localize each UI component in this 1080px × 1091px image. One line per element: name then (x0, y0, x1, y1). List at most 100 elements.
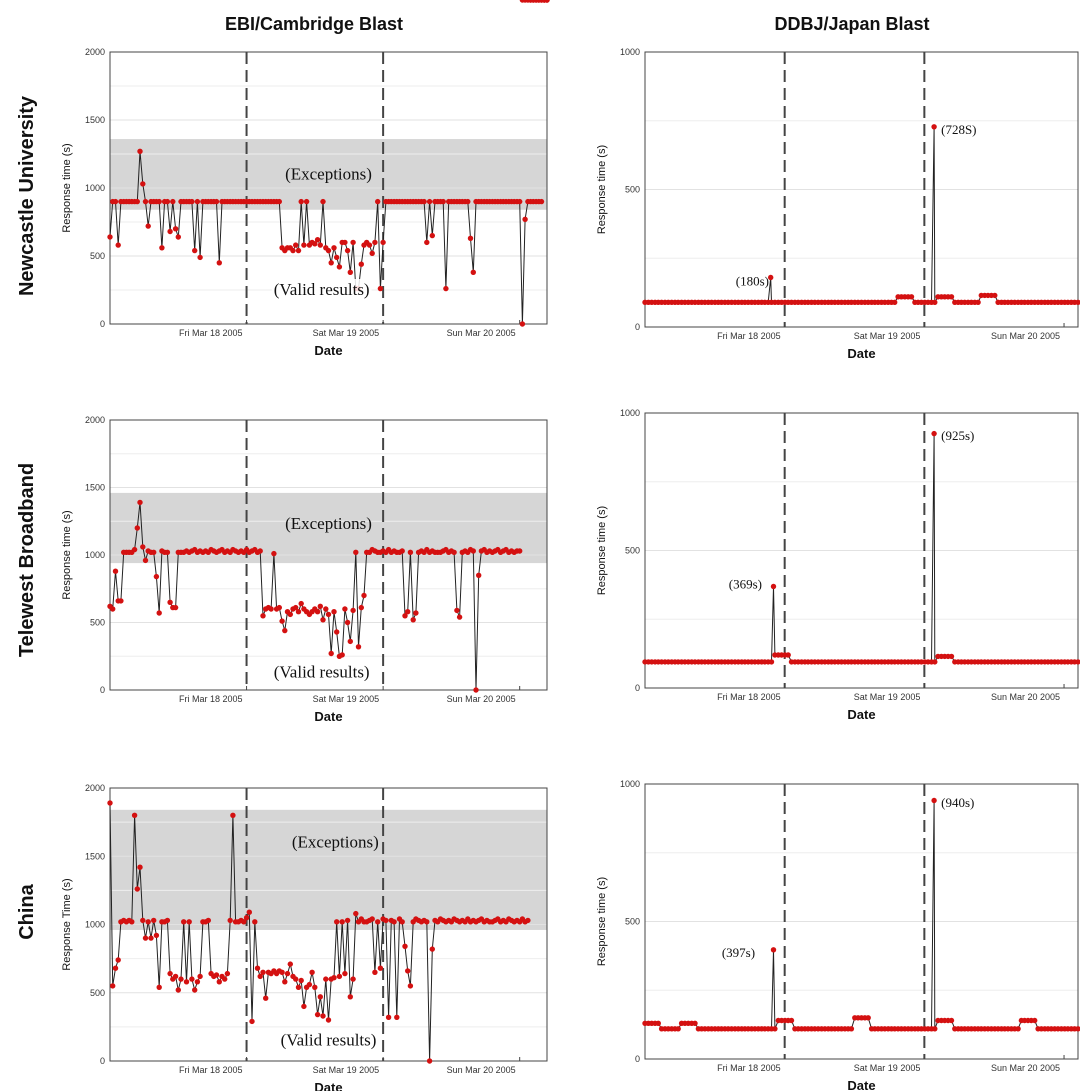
data-point (230, 812, 236, 818)
data-point (467, 235, 474, 241)
data-point (344, 619, 351, 626)
data-point (112, 568, 119, 574)
data-point (241, 919, 247, 925)
data-point (770, 583, 777, 590)
data-point (768, 659, 775, 665)
data-point (115, 957, 121, 963)
data-point (148, 935, 154, 941)
annotation-label: (Exceptions) (285, 514, 372, 533)
x-tick-label: Sat Mar 19 2005 (854, 1063, 921, 1073)
y-tick-label: 500 (90, 988, 105, 998)
data-point (1075, 659, 1080, 665)
data-point (1075, 1026, 1080, 1032)
data-point (931, 430, 937, 437)
data-point (350, 976, 356, 982)
data-point (145, 919, 151, 925)
y-axis-label: Response time (s) (596, 145, 608, 234)
data-point (263, 995, 269, 1001)
y-tick-label: 0 (635, 683, 640, 693)
y-tick-label: 0 (635, 322, 640, 332)
data-point (399, 919, 405, 925)
x-tick-label: Sat Mar 19 2005 (313, 694, 380, 704)
x-axis-label: Date (314, 709, 342, 724)
data-point (110, 983, 116, 989)
data-point (320, 198, 326, 205)
data-point (353, 910, 359, 917)
y-tick-label: 0 (100, 685, 105, 695)
data-point (323, 606, 329, 612)
data-point (175, 234, 181, 240)
data-point (298, 977, 304, 984)
annotation-bg (271, 279, 372, 300)
data-point (290, 247, 296, 254)
data-point (295, 984, 302, 990)
panel-ddbj-newcastle: 0 500 1000 Fri Mar 18 2005 Sat Mar 19 2005 Su… (596, 47, 1080, 361)
data-point (257, 973, 263, 980)
panel-ddbj-china: 0 500 1000 Fri Mar 18 2005 Sat Mar 19 2005 Su… (596, 779, 1080, 1091)
exceptions-band (110, 809, 547, 930)
annotation-label: (940s) (941, 795, 974, 810)
y-axis-label: Response time (s) (596, 877, 608, 966)
data-point (473, 687, 479, 693)
data-point (538, 198, 545, 205)
data-point (1032, 1017, 1038, 1024)
data-point (276, 198, 282, 205)
data-point (347, 269, 353, 275)
data-point (358, 261, 364, 267)
data-point (107, 800, 113, 806)
data-point (429, 946, 435, 952)
plot-frame (109, 419, 548, 691)
data-point (931, 124, 937, 130)
data-point (142, 557, 149, 564)
data-point (301, 242, 307, 248)
data-point (293, 976, 299, 982)
data-point (222, 976, 228, 982)
data-point (470, 548, 476, 554)
y-tick-label: 1000 (620, 47, 640, 57)
x-tick-label: Sun Mar 20 2005 (447, 694, 516, 704)
y-axis-label: Response time (s) (61, 143, 73, 232)
data-point (314, 1011, 321, 1018)
data-point (470, 269, 476, 275)
y-tick-label: 2000 (85, 47, 105, 57)
data-point (975, 299, 981, 305)
data-point (932, 659, 938, 665)
data-point (317, 242, 323, 248)
data-point (402, 943, 408, 949)
data-point (137, 499, 143, 506)
data-point (145, 223, 151, 229)
data-point (268, 606, 274, 612)
data-point (407, 549, 414, 555)
x-tick-label: Sun Mar 20 2005 (991, 331, 1060, 341)
data-point (260, 613, 266, 619)
data-point (992, 292, 998, 299)
data-point (655, 1020, 661, 1026)
plot-frame (109, 787, 548, 1062)
col-title-ddbj: DDBJ/Japan Blast (774, 14, 929, 34)
annotation-label: (728S) (941, 122, 976, 137)
x-tick-label: Sat Mar 19 2005 (854, 692, 921, 702)
annotation-label: (925s) (941, 428, 974, 443)
data-point (375, 198, 381, 205)
y-axis-label: Response time (s) (596, 506, 608, 595)
x-tick-label: Sat Mar 19 2005 (313, 1065, 380, 1075)
data-point (342, 606, 348, 612)
data-point (252, 919, 258, 925)
data-point (312, 241, 318, 247)
data-point (932, 1026, 938, 1032)
plot-frame (644, 412, 1079, 689)
data-point (282, 979, 288, 985)
data-point (544, 0, 550, 3)
data-point (383, 917, 389, 924)
data-point (137, 864, 143, 870)
x-tick-label: Fri Mar 18 2005 (179, 694, 243, 704)
data-point (298, 600, 304, 607)
data-point (303, 198, 310, 205)
data-point (284, 970, 291, 977)
data-point (426, 198, 433, 205)
data-point (347, 994, 353, 1000)
data-point (227, 917, 233, 924)
panel-ebi-telewest: 0 500 1000 1500 2000 Fri Mar 18 2005 Sat Mar 1… (61, 0, 550, 724)
y-tick-label: 500 (90, 618, 105, 628)
data-point (295, 609, 302, 615)
